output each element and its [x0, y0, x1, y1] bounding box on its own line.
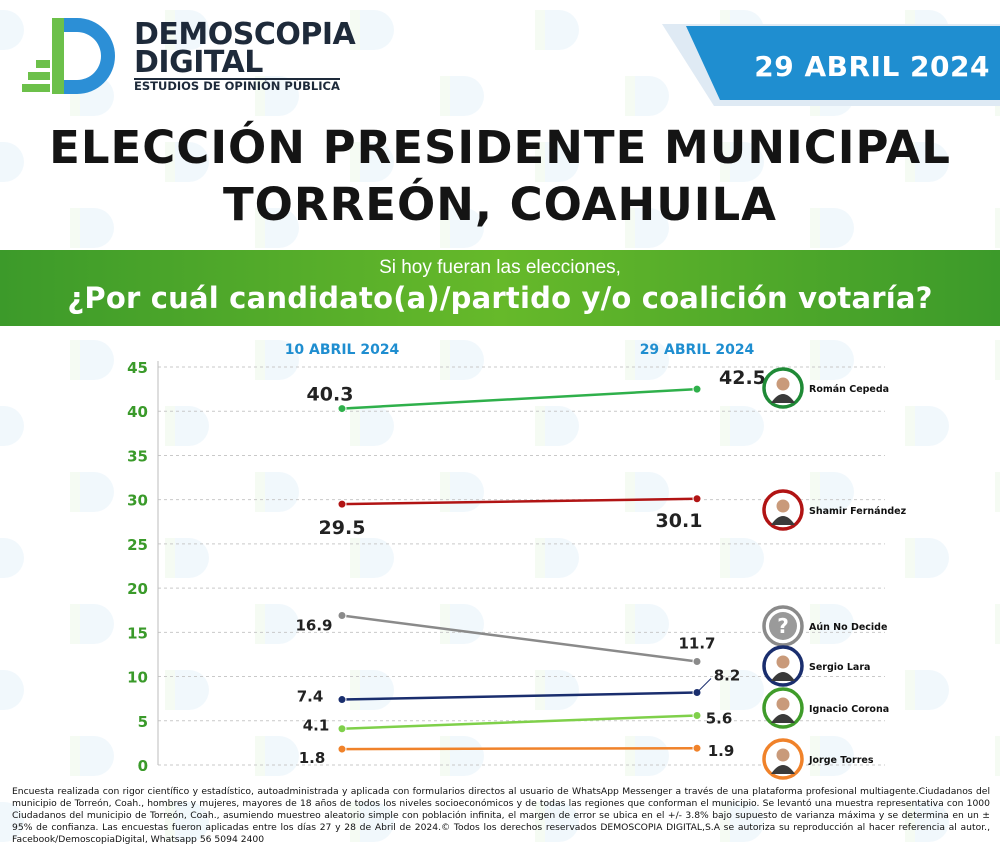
y-tick-label: 45 — [127, 359, 148, 377]
data-point — [337, 695, 347, 705]
x-tick-label: 29 ABRIL 2024 — [640, 342, 755, 358]
series-line — [341, 614, 698, 663]
brand-name-line2: DIGITAL — [134, 45, 263, 80]
series-jorge-torres: 1.8 1.9 Jorge Torres — [299, 738, 874, 780]
page-title-line1: ELECCIÓN PRESIDENTE MUNICIPAL — [49, 121, 951, 174]
data-label: 4.1 — [303, 717, 330, 735]
series-ignacio-corona: 4.1 5.6 Ignacio Corona — [303, 687, 889, 735]
data-point — [337, 404, 347, 414]
person-head-icon — [776, 655, 790, 669]
data-label: 11.7 — [678, 635, 715, 653]
y-tick-label: 15 — [127, 624, 148, 642]
y-tick-label: 35 — [127, 447, 148, 465]
data-point — [692, 657, 702, 667]
series-line — [341, 714, 698, 730]
data-label: 8.2 — [714, 666, 741, 684]
y-tick-label: 20 — [127, 580, 148, 598]
survey-date: 29 ABRIL 2024 — [754, 50, 990, 83]
person-body-icon — [771, 672, 795, 681]
data-point — [337, 744, 347, 754]
brand-name-line1: DEMOSCOPIA — [134, 17, 356, 52]
question-icon — [769, 612, 797, 640]
series-a-n-no-decide: 16.9 11.7? Aún No Decide — [295, 605, 887, 667]
data-label: 1.9 — [708, 742, 735, 760]
question-band: Si hoy fueran las elecciones, ¿Por cuál … — [0, 250, 1000, 326]
label-leader — [696, 678, 712, 693]
data-point — [692, 494, 702, 504]
data-point — [692, 384, 702, 394]
data-point — [337, 724, 347, 734]
legend-label: Román Cepeda — [809, 384, 889, 395]
person-head-icon — [776, 377, 790, 391]
series-line — [341, 746, 698, 751]
person-head-icon — [776, 748, 790, 762]
data-label: 16.9 — [295, 617, 332, 635]
legend-label: Ignacio Corona — [809, 704, 889, 715]
y-tick-label: 5 — [138, 713, 148, 731]
y-tick-label: 25 — [127, 536, 148, 554]
y-tick-label: 10 — [127, 669, 148, 687]
series-line — [341, 497, 698, 506]
logo-d-icon — [22, 18, 115, 94]
data-label: 30.1 — [656, 510, 703, 532]
data-label: 40.3 — [307, 384, 354, 406]
data-label: 5.6 — [706, 709, 733, 727]
brand-logo: DEMOSCOPIA DIGITAL ESTUDIOS DE OPINIÓN P… — [22, 16, 362, 96]
person-body-icon — [771, 394, 795, 403]
data-label: 42.5 — [719, 367, 766, 389]
person-head-icon — [776, 499, 790, 513]
data-point — [337, 611, 347, 621]
data-point — [337, 499, 347, 509]
series-line — [341, 691, 698, 701]
page-title-line2: TORREÓN, COAHUILA — [222, 178, 777, 231]
date-ribbon: 29 ABRIL 2024 — [662, 24, 1000, 106]
y-tick-label: 0 — [138, 757, 148, 775]
x-tick-label: 10 ABRIL 2024 — [285, 342, 400, 358]
line-chart: 0 5 10 15 20 25 30 35 40 45 10 ABRIL 2024 29 ABRIL … — [127, 342, 907, 780]
legend-label: Aún No Decide — [809, 622, 887, 633]
legend-label: Sergio Lara — [809, 662, 870, 673]
legend-label: Jorge Torres — [808, 755, 874, 766]
data-point — [692, 743, 702, 753]
y-tick-label: 40 — [127, 403, 148, 421]
person-body-icon — [771, 765, 795, 774]
person-body-icon — [771, 516, 795, 525]
question-intro: Si hoy fueran las elecciones, — [379, 257, 621, 278]
series-rom-n-cepeda: 40.3 42.5 Román Cepeda — [307, 367, 889, 414]
y-tick-label: 30 — [127, 492, 148, 510]
data-label: 7.4 — [297, 688, 324, 706]
person-body-icon — [771, 714, 795, 723]
data-point — [692, 710, 702, 720]
series-shamir-fern-ndez: 29.5 30.1 Shamir Fernández — [319, 489, 907, 539]
brand-tagline: ESTUDIOS DE OPINIÓN PÚBLICA — [134, 78, 340, 93]
question-mark: ? — [777, 614, 789, 638]
series-line — [341, 387, 698, 410]
methodology-footnote: Encuesta realizada con rigor científico … — [12, 786, 990, 845]
question-text: ¿Por cuál candidato(a)/partido y/o coali… — [67, 281, 933, 315]
legend-label: Shamir Fernández — [809, 506, 907, 517]
data-label: 29.5 — [319, 517, 366, 539]
person-head-icon — [776, 697, 790, 711]
data-label: 1.8 — [299, 749, 326, 767]
series-sergio-lara: 7.4 8.2 Sergio Lara — [297, 645, 870, 706]
